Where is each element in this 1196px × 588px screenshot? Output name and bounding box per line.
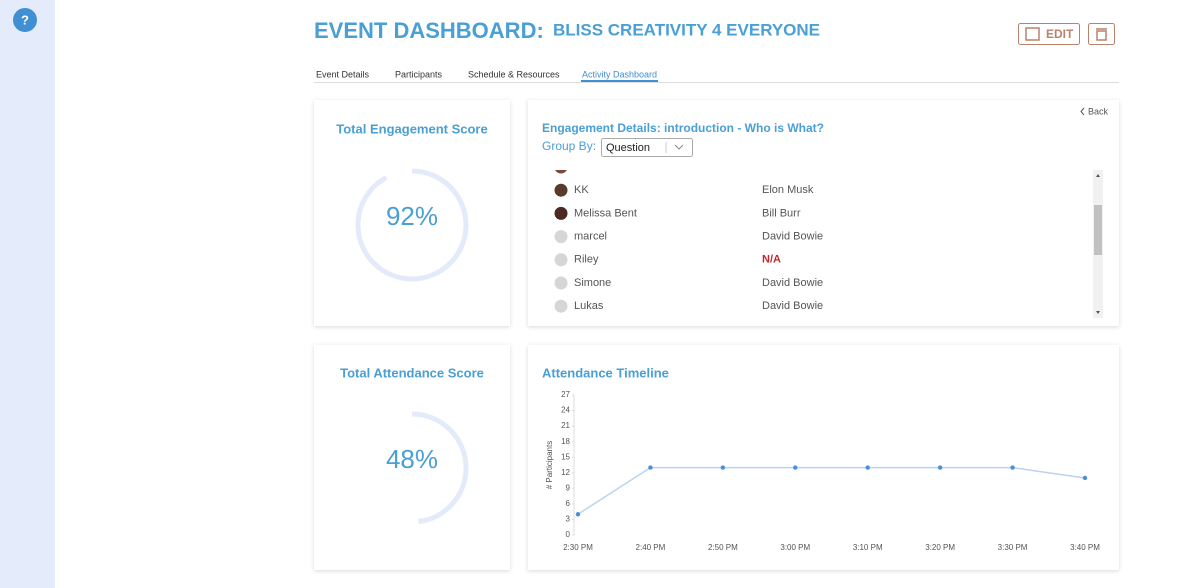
event-name: BLISS CREATIVITY 4 EVERYONE xyxy=(553,20,820,39)
point xyxy=(720,465,726,470)
tab-underline xyxy=(581,80,659,82)
score-ring xyxy=(355,411,469,525)
line xyxy=(577,466,1086,515)
card xyxy=(314,345,510,570)
participant-answer: David Bowie xyxy=(762,277,823,289)
participant-name: Justin xyxy=(574,161,603,173)
card-title: Total Engagement Score xyxy=(336,121,487,136)
delete-button[interactable] xyxy=(1088,23,1115,45)
point xyxy=(937,465,943,470)
participant-list: Justin Bill Burr KK Elon Musk Melissa Bent Bi… xyxy=(554,161,823,313)
avatar xyxy=(554,299,568,313)
avatar xyxy=(554,276,568,290)
x-tick-label: 3:30 PM xyxy=(998,543,1028,552)
avatar xyxy=(554,183,568,197)
edit-label[interactable]: EDIT xyxy=(1046,27,1074,41)
y-tick-label: 6 xyxy=(566,499,571,508)
x-tick-label: 2:50 PM xyxy=(708,543,738,552)
y-tick-label: 18 xyxy=(561,437,570,446)
x-tick-label: 3:20 PM xyxy=(925,543,955,552)
score-ring xyxy=(355,168,469,282)
y-tick-label: 12 xyxy=(561,468,570,477)
y-tick-label: 15 xyxy=(561,452,570,461)
back-chevron[interactable] xyxy=(1080,107,1085,116)
tab[interactable]: Activity Dashboard xyxy=(582,69,657,79)
participant-answer: David Bowie xyxy=(762,300,823,312)
card xyxy=(314,100,510,326)
card-title: Engagement Details: introduction - Who i… xyxy=(542,121,824,135)
select-chevron xyxy=(674,144,684,150)
x-tick-label: 2:30 PM xyxy=(563,543,593,552)
participant-name: marcel xyxy=(574,231,607,243)
group-by-value[interactable]: Question xyxy=(606,142,650,154)
group-by-select[interactable] xyxy=(601,138,693,157)
x-tick-label: 3:40 PM xyxy=(1070,543,1100,552)
participant-name: Melissa Bent xyxy=(574,207,637,219)
y-tick-label: 21 xyxy=(561,421,570,430)
tab[interactable]: Event Details xyxy=(316,69,370,79)
sidebar xyxy=(0,0,55,588)
y-tick-label: 24 xyxy=(561,406,570,415)
participant-answer: David Bowie xyxy=(762,231,823,243)
point xyxy=(1082,475,1088,481)
tabs: Event Details Participants Schedule & Reso… xyxy=(316,69,659,82)
participant-answer: N/A xyxy=(762,254,781,266)
y-tick-label: 3 xyxy=(566,515,571,524)
edit-icon xyxy=(1025,27,1040,41)
avatar xyxy=(554,206,568,220)
participant-answer: Elon Musk xyxy=(762,184,814,196)
point xyxy=(865,465,870,470)
participant-name: Lukas xyxy=(574,300,604,312)
scrollbar-thumb[interactable] xyxy=(1094,205,1102,255)
y-tick-label: 0 xyxy=(566,530,571,539)
card xyxy=(528,100,1119,326)
group-by-label: Group By: xyxy=(542,139,596,153)
participant-answer: Bill Burr xyxy=(762,207,801,219)
back-link[interactable]: Back xyxy=(1088,106,1109,116)
participant-answer: Bill Burr xyxy=(762,161,801,173)
point xyxy=(793,465,798,470)
avatar xyxy=(554,253,568,267)
chart-title: Attendance Timeline xyxy=(542,365,669,380)
x-tick-label: 3:00 PM xyxy=(780,543,810,552)
avatar xyxy=(554,230,568,244)
page-title: EVENT DASHBOARD: xyxy=(314,18,544,43)
avatar xyxy=(555,170,567,174)
participant-name: Simone xyxy=(574,277,611,289)
help-button[interactable] xyxy=(13,8,37,32)
card-title: Total Attendance Score xyxy=(340,365,484,380)
x-tick-label: 2:40 PM xyxy=(636,543,666,552)
point xyxy=(1010,465,1015,470)
y-tick-label: 9 xyxy=(566,483,571,492)
point xyxy=(575,512,581,517)
trash-icon xyxy=(1096,28,1107,41)
score-value: 48% xyxy=(386,444,438,474)
y-axis-label: # Participants xyxy=(545,441,554,489)
point xyxy=(648,465,653,470)
participant-name: KK xyxy=(574,184,589,196)
tab[interactable]: Schedule & Resources xyxy=(468,69,560,79)
card xyxy=(528,345,1119,570)
score-value: 92% xyxy=(386,201,438,231)
help-icon[interactable]: ? xyxy=(21,12,29,27)
x-tick-label: 3:10 PM xyxy=(853,543,883,552)
y-tick-label: 27 xyxy=(561,390,570,399)
tab[interactable]: Participants xyxy=(395,69,443,79)
participant-name: Riley xyxy=(574,254,599,266)
